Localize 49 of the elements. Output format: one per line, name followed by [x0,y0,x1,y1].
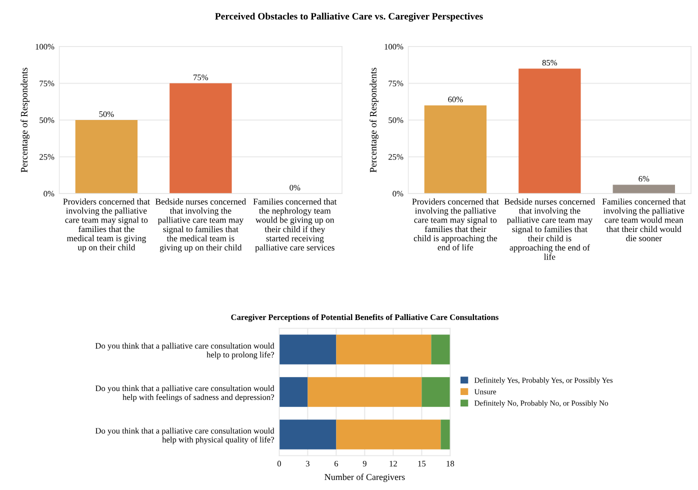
bar [279,377,308,407]
y-tick-label: Do you think that a palliative care consultation would help with feelings of sadness and depression? [95,385,274,402]
y-tick-label: 0% [392,190,404,197]
data-label: 6% [638,176,650,182]
y-axis-title: Percentage of Respondents [370,68,378,172]
data-label: 85% [542,60,558,66]
bar [422,377,450,407]
x-tick-label: 9 [362,460,366,466]
y-tick-label: 25% [40,154,54,160]
x-axis-title: Number of Caregivers [324,474,405,482]
data-label: 60% [448,96,463,102]
bar [279,334,336,364]
bar [279,420,336,450]
y-tick-label: 50% [40,117,54,124]
x-tick-label: Families concerned that the nephrology team would be giving up on their child if they started receiving palliative care services [253,198,337,252]
y-tick-label: 75% [388,80,404,86]
y-tick-label: 100% [384,44,404,50]
y-tick-label: 0% [44,190,54,197]
bar [431,334,450,364]
y-tick-label: Do you think that a palliative care consultation would help with physical quality of life? [95,428,274,444]
chart-title: Perceived Obstacles to Palliative Care vs. Caregiver Perspectives [215,12,483,22]
y-tick-label: Do you think that a palliative care consultation would help to prolong life? [95,342,274,360]
data-label: 75% [194,74,208,80]
x-tick-label: Bedside nurses concerned that involving the palliative care team may signal to families that their child is approaching the end of life [504,198,595,260]
x-tick-label: Providers concerned that involving the palliative care team may signal to families that their child is approaching the end of life [412,198,499,250]
data-label: 0% [290,184,300,190]
x-tick-label: 12 [390,460,397,466]
x-tick-label: Families concerned that involving the palliative care team would mean that their child would die sooner [602,198,686,242]
x-tick-label: Providers concerned that involving the palliative care team may signal to families that the medical team is giving up on their child [63,198,150,252]
y-axis-title: Percentage of Respondents [20,68,30,172]
x-tick-label: 6 [334,460,338,466]
y-tick-label: 75% [40,80,54,86]
x-tick-label: 3 [306,460,310,466]
x-tick-label: 18 [446,460,454,466]
chart-title: Caregiver Perceptions of Potential Benefits of Palliative Care Consultations [231,314,498,322]
x-tick-label: Bedside nurses concerned that involving the palliative care team may signal to families that the medical team is giving up on their child [155,198,246,252]
y-tick-label: 100% [36,44,54,50]
y-tick-label: 25% [388,154,404,160]
bar [308,377,422,407]
x-tick-label: 0 [277,460,281,466]
bar [424,105,487,194]
bar [336,420,441,450]
bar [440,420,450,450]
data-label: 50% [99,111,114,117]
bar [336,334,432,364]
bar [518,68,581,194]
y-tick-label: 50% [388,117,404,124]
bar [612,184,675,194]
x-tick-label: 15 [418,460,426,466]
